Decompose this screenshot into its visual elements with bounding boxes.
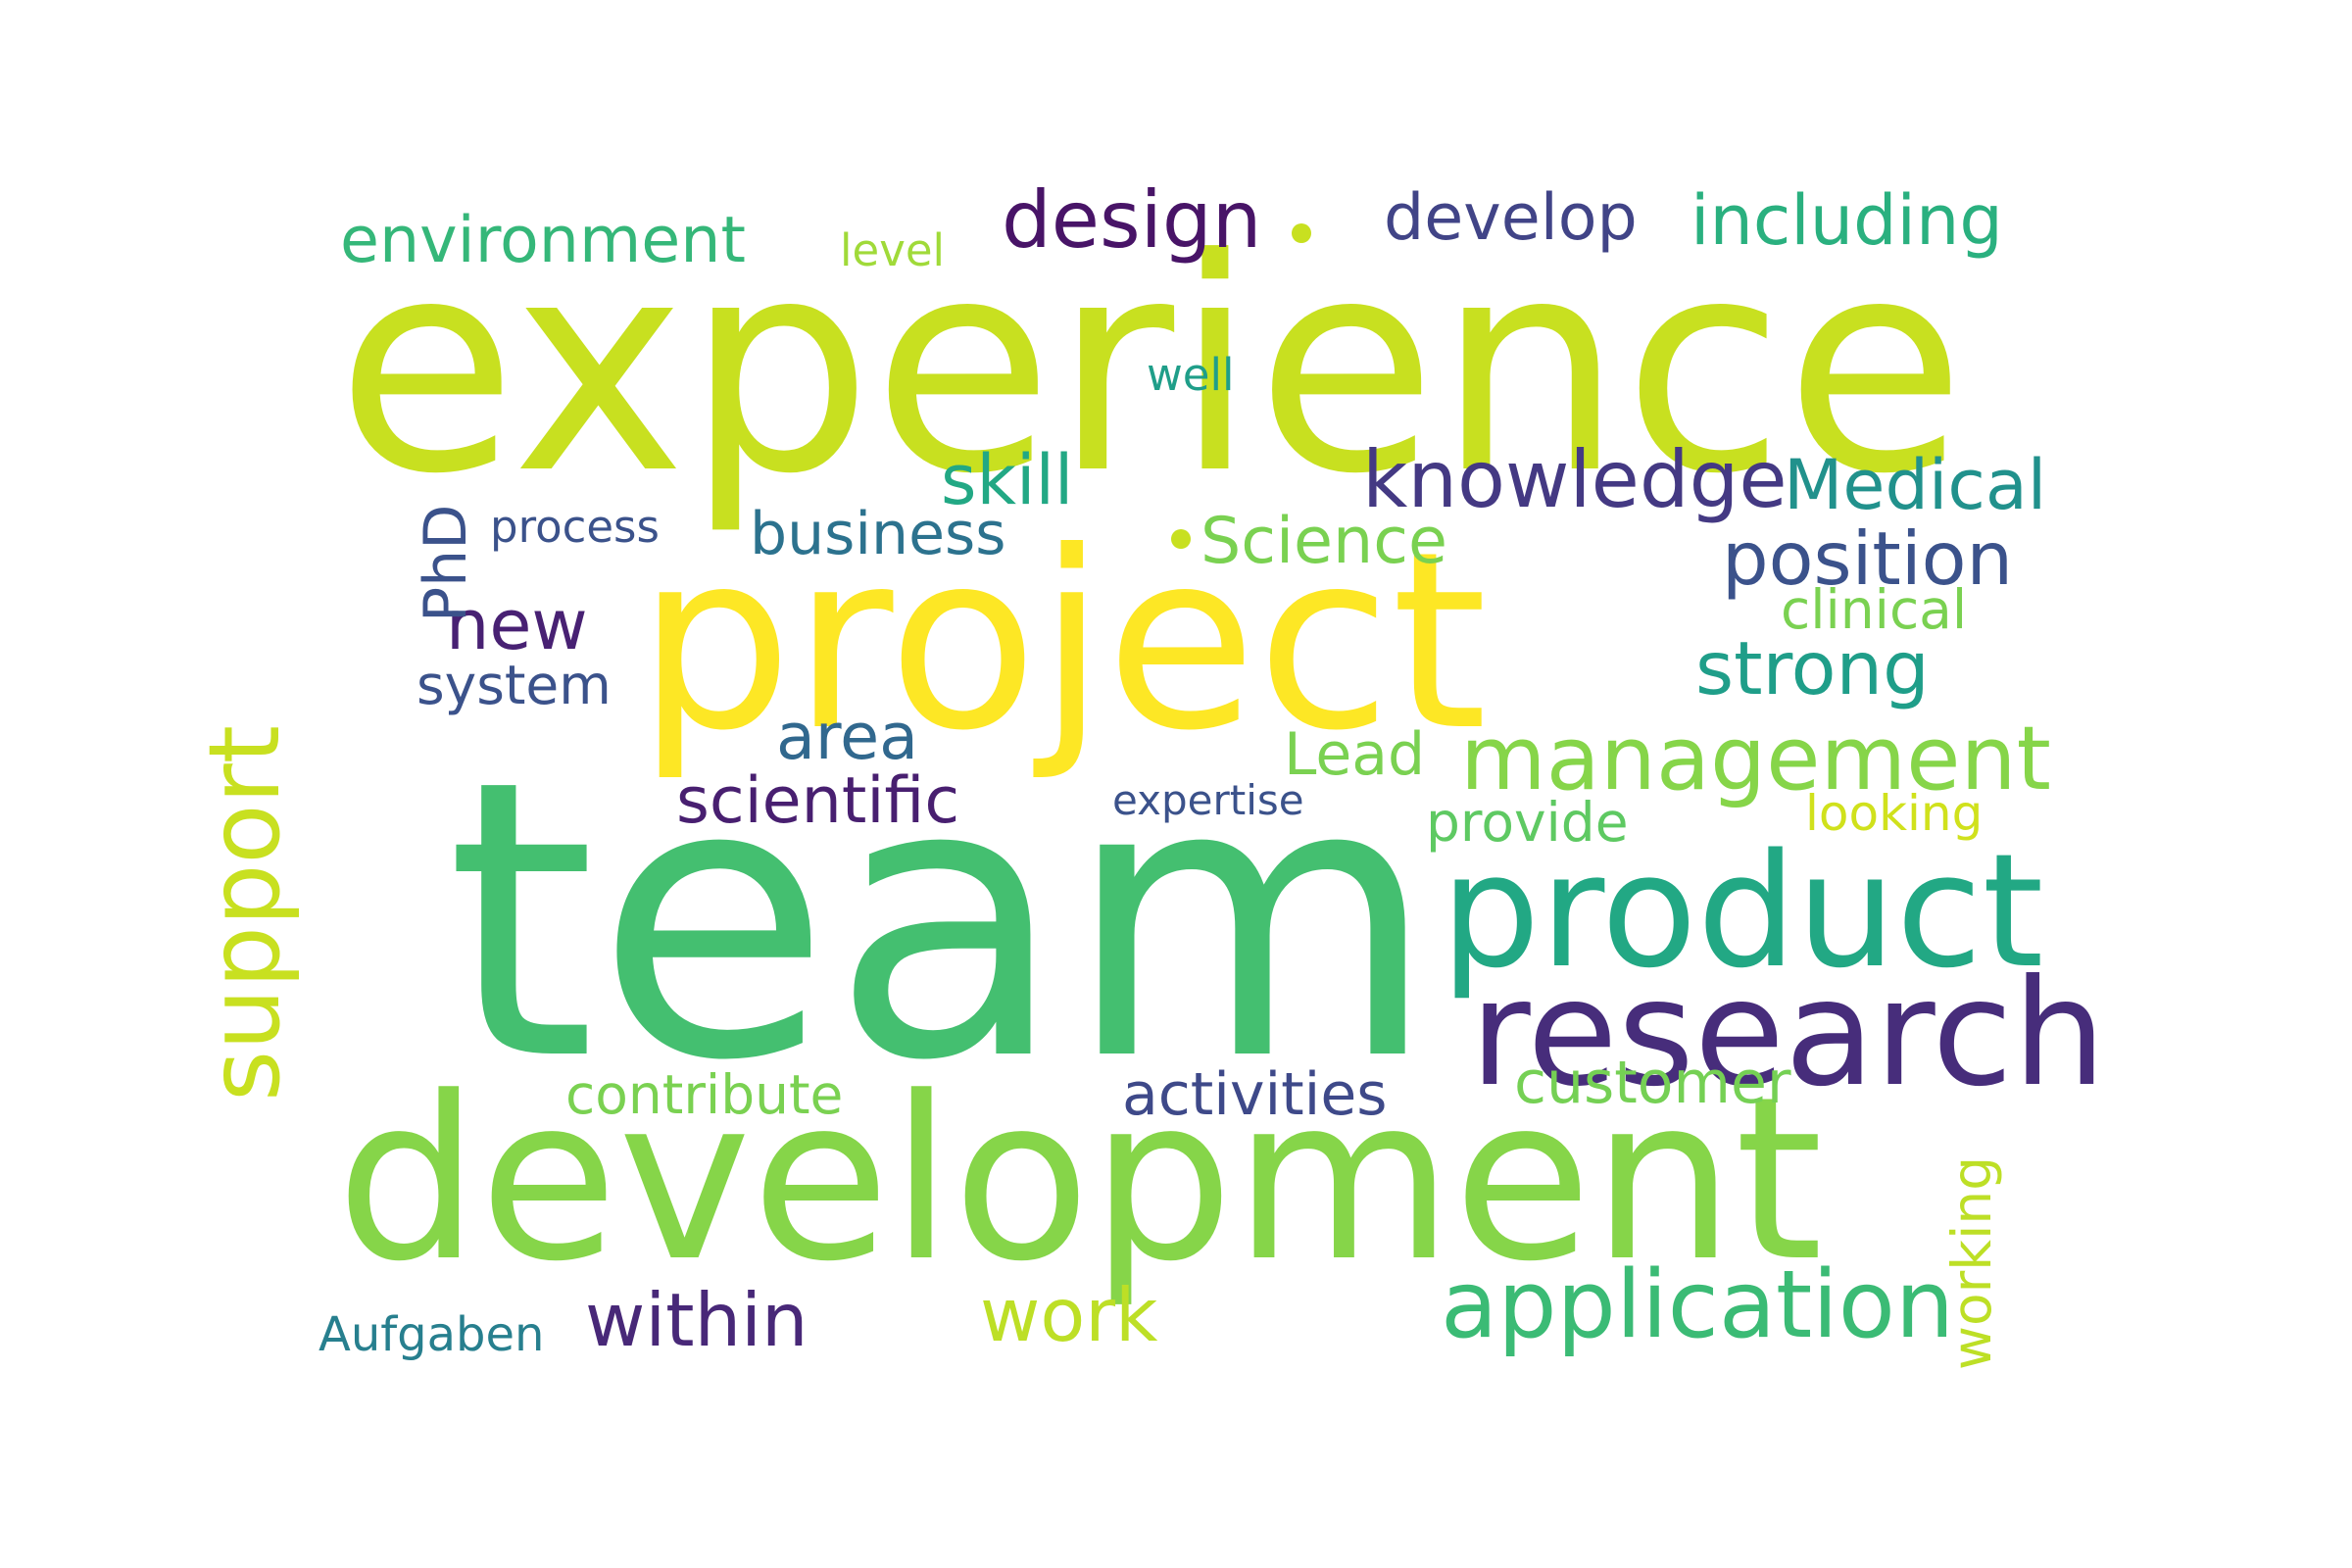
- word-clinical: clinical: [1781, 578, 1968, 641]
- word-well: well: [1147, 349, 1235, 401]
- word-business: business: [750, 500, 1006, 568]
- word-within: within: [585, 1277, 808, 1363]
- word-application: application: [1441, 1251, 1955, 1359]
- word-experience: experience: [336, 196, 1966, 538]
- word-including: including: [1690, 180, 2003, 261]
- word-process: process: [490, 501, 660, 553]
- word-strong: strong: [1695, 625, 1930, 711]
- word-system: system: [416, 654, 612, 716]
- word-expertise: expertise: [1112, 776, 1304, 824]
- word-activities: activities: [1122, 1060, 1388, 1129]
- word-product: product: [1441, 819, 2044, 1003]
- word-aufgaben: Aufgaben: [318, 1307, 545, 1362]
- word-work: work: [980, 1272, 1158, 1358]
- word-phd: PhD: [412, 504, 480, 622]
- word-design: design: [1002, 174, 1262, 266]
- word-environment: environment: [340, 204, 746, 277]
- word-project: project: [637, 499, 1488, 784]
- word-level: level: [840, 224, 946, 276]
- word-position: position: [1722, 515, 2014, 602]
- word-team: team: [446, 699, 1438, 1144]
- word-research: research: [1470, 949, 2106, 1119]
- stray-dot-mark: [1292, 223, 1311, 243]
- word-science: Science: [1200, 505, 1447, 578]
- word-knowledge: knowledge: [1362, 434, 1788, 525]
- word-area: area: [776, 701, 918, 774]
- word-lead: Lead: [1284, 720, 1426, 789]
- stray-dot-mark: [1171, 529, 1191, 549]
- word-scientific: scientific: [676, 764, 960, 838]
- word-medical: Medical: [1784, 445, 2047, 525]
- word-contribute: contribute: [565, 1063, 844, 1126]
- word-support: support: [187, 725, 302, 1102]
- word-working: working: [1940, 1155, 2003, 1370]
- word-management: management: [1460, 708, 2051, 810]
- word-provide: provide: [1426, 791, 1629, 854]
- word-develop: develop: [1384, 181, 1638, 255]
- word-development: development: [336, 1050, 1824, 1311]
- word-looking: looking: [1805, 785, 1984, 842]
- word-customer: customer: [1514, 1049, 1791, 1117]
- word-skill: skill: [941, 440, 1074, 520]
- word-new: new: [446, 585, 588, 665]
